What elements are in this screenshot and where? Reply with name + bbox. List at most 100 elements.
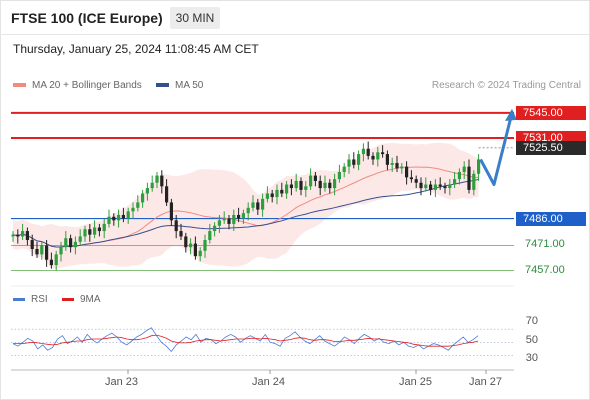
candle-body [54, 254, 58, 266]
candle-body [193, 243, 197, 257]
candle-body [49, 259, 53, 266]
candle-body [174, 220, 178, 232]
price-label-current: 7525.50 [516, 140, 586, 155]
price-label-7545: 7545.00 [516, 105, 586, 120]
legend-ma50: MA 50 [156, 80, 203, 91]
price-label-7471: 7471.00 [525, 238, 565, 251]
price-label-7457: 7457.00 [525, 263, 565, 276]
candle-body [352, 159, 356, 165]
candle-body [453, 179, 457, 185]
candle-body [414, 179, 418, 183]
candle-body [131, 207, 135, 212]
rsi-tick-70: 70 [525, 315, 538, 327]
candle-body [121, 214, 125, 219]
candle-body [217, 220, 221, 226]
candle-body [45, 245, 49, 260]
candle-body [160, 175, 164, 187]
legend-label-ma50: MA 50 [175, 80, 204, 91]
candle-body [102, 223, 106, 232]
legend-rsi: RSI [13, 294, 48, 305]
candle-body [390, 163, 394, 165]
candle-body [251, 202, 255, 208]
x-label-jan23: Jan 23 [105, 376, 139, 388]
price-label-7486: 7486.00 [516, 211, 586, 226]
candle-body [169, 202, 173, 221]
candle-body [208, 231, 212, 241]
candle-body [318, 180, 322, 189]
candle-body [117, 214, 121, 221]
candle-body [69, 238, 73, 248]
candle-body [25, 231, 29, 241]
candle-body [11, 234, 15, 237]
candle-body [107, 216, 111, 224]
candle-body [227, 218, 231, 224]
candle-body [294, 180, 298, 189]
candle-body [78, 236, 82, 242]
candle-body [280, 189, 284, 194]
candle-body [371, 155, 375, 160]
candle-body [376, 152, 380, 160]
candle-body [145, 188, 149, 194]
candle-body [141, 193, 145, 203]
candle-body [285, 184, 289, 194]
timeframe-button[interactable]: 30 MIN [170, 7, 220, 29]
candle-body [424, 184, 428, 189]
legend-swatch-rsi [13, 297, 25, 301]
candle-body [179, 231, 183, 237]
legend-swatch-ma20 [13, 83, 26, 88]
candle-body [289, 184, 293, 189]
projection-path [479, 112, 514, 186]
candle-body [88, 229, 92, 235]
candle-body [112, 216, 116, 221]
candle-body [395, 163, 399, 169]
candle-body [30, 240, 34, 249]
candle-body [241, 213, 245, 219]
candle-body [222, 218, 226, 221]
candle-body [35, 248, 39, 255]
candle-body [73, 241, 77, 248]
chart-datetime: Thursday, January 25, 2024 11:08:45 AM C… [13, 42, 259, 56]
candle-body [429, 184, 433, 190]
candle-body [136, 202, 140, 208]
candle-body [472, 173, 476, 190]
candle-body [361, 148, 365, 155]
candle-body [237, 214, 241, 219]
candle-body [462, 166, 466, 172]
rsi-tick-30: 30 [525, 352, 538, 364]
candle-body [309, 175, 313, 187]
x-label-jan24: Jan 24 [252, 376, 286, 388]
instrument-title: FTSE 100 (ICE Europe) [11, 10, 163, 26]
x-label-jan27: Jan 27 [469, 376, 503, 388]
candle-body [59, 247, 63, 255]
bollinger-band-area [13, 142, 479, 269]
candle-body [381, 152, 385, 155]
rsi-9ma-line [13, 334, 479, 347]
legend-swatch-ma50 [156, 83, 169, 88]
candle-body [213, 225, 217, 232]
candle-body [419, 182, 423, 189]
candle-body [275, 189, 279, 198]
candle-body [457, 171, 461, 180]
legend-label-ma20: MA 20 + Bollinger Bands [32, 80, 142, 91]
candle-body [232, 214, 236, 224]
candle-body [203, 240, 207, 251]
candle-body [313, 175, 317, 181]
candle-body [357, 154, 361, 165]
candle-body [126, 211, 130, 219]
candle-body [299, 180, 303, 190]
candle-body [448, 184, 452, 189]
candle-body [328, 182, 332, 189]
candle-body [366, 148, 370, 156]
candle-body [246, 207, 250, 214]
candle-body [21, 231, 25, 237]
candle-body [400, 166, 404, 169]
candle-body [97, 227, 101, 232]
candle-body [256, 202, 260, 210]
candle-body [304, 186, 308, 190]
candle-body [385, 154, 389, 165]
header-divider [0, 34, 590, 35]
rsi-tick-50: 50 [525, 334, 538, 346]
ma50-line [12, 178, 479, 248]
candle-body [347, 159, 351, 167]
